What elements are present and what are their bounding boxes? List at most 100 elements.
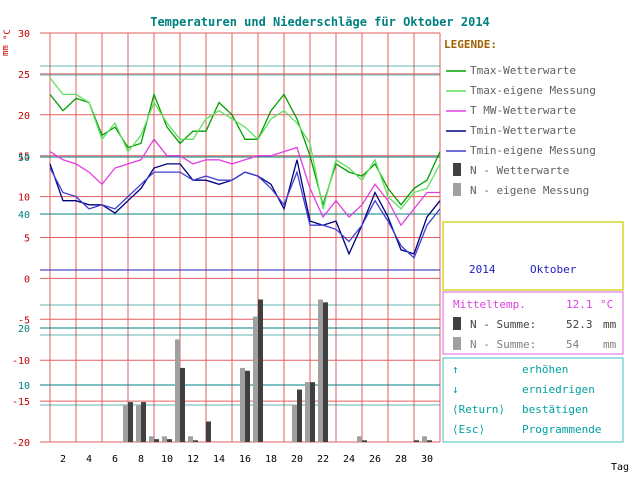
temperature-lines xyxy=(49,77,441,260)
period-year: 2014 xyxy=(469,263,496,276)
day-tick-label: 28 xyxy=(395,454,407,465)
temp-tick-label: 30 xyxy=(18,29,30,40)
temperature-series-line xyxy=(49,167,441,260)
day-tick-label: 24 xyxy=(343,454,355,465)
precip-bar xyxy=(167,439,172,442)
precip-tick-label: 20 xyxy=(18,324,30,335)
precip-unit-label: mm xyxy=(1,45,11,56)
precip-bar xyxy=(362,440,367,442)
temp-tick-label: -20 xyxy=(12,438,30,449)
control-key: ↑ xyxy=(452,363,459,376)
precip-bar xyxy=(323,302,328,442)
precip-tick-label: 10 xyxy=(18,381,30,392)
precip-bar xyxy=(245,370,250,442)
precip-bar xyxy=(414,440,419,442)
day-tick-label: 4 xyxy=(86,454,92,465)
temp-tick-label: -5 xyxy=(18,315,30,326)
temp-tick-label: -15 xyxy=(12,397,30,408)
control-key: ⟨Esc⟩ xyxy=(452,423,485,436)
sum-eigene-swatch xyxy=(453,337,461,350)
sum-wetterwarte-swatch xyxy=(453,317,461,330)
day-tick-label: 6 xyxy=(112,454,118,465)
precip-bar xyxy=(162,436,167,442)
stats-box xyxy=(442,291,624,355)
plot-grid xyxy=(40,32,441,443)
precip-bar xyxy=(258,299,263,442)
temp-tick-label: 15 xyxy=(18,152,30,163)
control-key: ↓ xyxy=(452,383,459,396)
precip-bar xyxy=(292,404,297,442)
day-tick-label: 30 xyxy=(421,454,433,465)
temp-tick-label: 20 xyxy=(18,111,30,122)
temperature-series-line xyxy=(49,92,441,208)
legend-label: N - Wetterwarte xyxy=(470,164,569,177)
legend-swatch xyxy=(453,183,461,196)
temp-tick-label: 10 xyxy=(18,193,30,204)
sum-wetterwarte-unit: mm xyxy=(603,318,617,331)
precip-bar xyxy=(427,440,432,442)
temperature-series-line xyxy=(49,138,440,227)
legend-title: LEGENDE: xyxy=(444,38,497,51)
precip-bar xyxy=(422,436,427,442)
period-box xyxy=(442,221,624,291)
control-label: erniedrigen xyxy=(522,383,595,396)
day-tick-label: 2 xyxy=(60,454,66,465)
legend-swatch xyxy=(453,163,461,176)
day-tick-label: 18 xyxy=(265,454,277,465)
precip-bar xyxy=(180,367,185,442)
precip-bar xyxy=(318,299,323,442)
temp-tick-label: 0 xyxy=(24,274,30,285)
precip-bars xyxy=(123,299,432,442)
legend-label: N - eigene Messung xyxy=(470,184,589,197)
sum-wetterwarte-value: 52.3 xyxy=(566,318,593,331)
precip-bar xyxy=(141,402,146,442)
day-tick-label: 16 xyxy=(239,454,251,465)
control-label: erhöhen xyxy=(522,363,568,376)
precip-bar xyxy=(149,436,154,442)
mean-temp-unit: °C xyxy=(600,298,613,311)
day-tick-label: 20 xyxy=(291,454,303,465)
chart-title: Temperaturen und Niederschläge für Oktob… xyxy=(150,15,490,29)
mean-temp-value: 12.1 xyxy=(566,298,593,311)
legend-label: Tmax-Wetterwarte xyxy=(470,64,576,77)
control-label: bestätigen xyxy=(522,403,588,416)
day-tick-label: 10 xyxy=(161,454,173,465)
day-tick-label: 12 xyxy=(187,454,199,465)
precip-bar xyxy=(253,316,258,442)
day-tick-label: 14 xyxy=(213,454,225,465)
legend-label: Tmax-eigene Messung xyxy=(470,84,596,97)
sum-wetterwarte-label: N - Summe: xyxy=(470,318,536,331)
temp-unit-label: °C xyxy=(3,29,13,40)
precip-tick-label: 40 xyxy=(18,210,30,221)
legend-label: T MW-Wetterwarte xyxy=(470,104,576,117)
temperature-series-line xyxy=(49,77,441,210)
sum-eigene-value: 54 xyxy=(566,338,580,351)
sum-eigene-unit: mm xyxy=(603,338,617,351)
day-tick-label: 8 xyxy=(138,454,144,465)
precip-bar xyxy=(193,440,198,442)
precip-bar xyxy=(297,389,302,442)
temp-tick-label: -10 xyxy=(12,356,30,367)
precip-tick-label: 50 xyxy=(18,153,30,164)
controls-list: ↑ erhöhen ↓ erniedrigen ⟨Return⟩ bestätigen ⟨E… xyxy=(452,363,601,436)
temp-tick-label: 25 xyxy=(18,70,30,81)
precip-bar xyxy=(175,339,180,442)
x-axis-label: Tag xyxy=(611,462,629,473)
precip-bar xyxy=(310,382,315,442)
precip-bar xyxy=(357,436,362,442)
period-month: Oktober xyxy=(530,263,577,276)
precip-bar xyxy=(188,436,193,442)
sum-eigene-label: N - Summe: xyxy=(470,338,536,351)
control-label: Programmende xyxy=(522,423,601,436)
control-key: ⟨Return⟩ xyxy=(452,403,505,416)
legend-label: Tmin-eigene Messung xyxy=(470,144,596,157)
precip-bar xyxy=(206,421,211,442)
controls-box xyxy=(442,357,624,443)
temp-tick-label: 5 xyxy=(24,234,30,245)
day-tick-label: 22 xyxy=(317,454,329,465)
legend-panel: LEGENDE: Tmax-Wetterwarte Tmax-eigene Mes… xyxy=(444,38,596,197)
precip-bar xyxy=(305,382,310,442)
precip-bar xyxy=(240,367,245,442)
